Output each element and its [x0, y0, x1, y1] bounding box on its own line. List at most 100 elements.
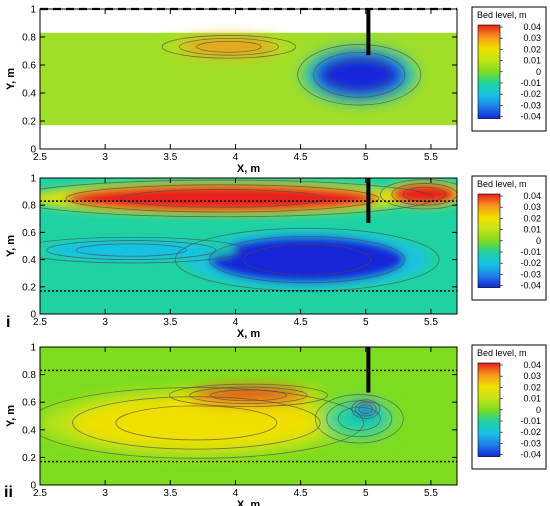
y-tick-label: 0.6 [22, 61, 36, 72]
contour-line [174, 227, 440, 292]
x-tick-label: 4.5 [294, 152, 308, 163]
legend-tick-label: 0.02 [523, 213, 541, 223]
contour-line [168, 383, 329, 407]
contour-line [297, 44, 422, 106]
y-tick-label: 0.4 [22, 425, 36, 436]
legend-tick-label: 0.04 [523, 22, 541, 32]
y-tick-label: 0.8 [22, 370, 36, 381]
legend-colorbar [477, 193, 501, 288]
legend: Bed level, m0.040.030.020.010-0.01-0.02-… [471, 6, 547, 132]
deposit-core [391, 183, 457, 206]
legend-tick-label: -0.03 [520, 438, 541, 448]
x-tick-label: 4 [233, 317, 239, 328]
x-tick-label: 5.5 [424, 488, 438, 499]
panel-3: 2.5 3 3.5 4 4.5 5 5.5 0 0.2 0.4 0.6 0.8 1 X, m Y, m ii B… [4, 343, 547, 506]
legend-colorbar [477, 362, 501, 457]
scour-core [46, 240, 216, 260]
contour-line [120, 189, 325, 208]
x-tick-label: 3.5 [163, 152, 177, 163]
contour-line [391, 183, 457, 206]
legend-title: Bed level, m [477, 10, 527, 20]
deposit-core [72, 396, 321, 450]
contour-line [179, 38, 279, 56]
scour-core [313, 52, 405, 98]
legend-title: Bed level, m [477, 179, 527, 189]
legend-tick-label: 0.03 [523, 371, 541, 381]
contour-line [40, 236, 246, 264]
deposit-core [66, 184, 379, 212]
contour-line [209, 389, 288, 402]
contour-line [40, 179, 434, 218]
contour-line [196, 40, 262, 53]
x-tick-label: 2.5 [33, 488, 47, 499]
x-tick-label: 3 [102, 152, 108, 163]
y-tick-label: 0.6 [22, 228, 36, 239]
legend-tick-label: 0 [536, 405, 541, 415]
y-tick-label: 0.2 [22, 282, 36, 293]
contour-line [72, 396, 321, 450]
contour-line [243, 244, 372, 276]
y-tick-label: 0 [30, 310, 36, 321]
legend-title: Bed level, m [477, 348, 527, 358]
y-tick-label: 1 [30, 174, 36, 185]
plot-area [40, 347, 457, 485]
y-tick-label: 0.8 [22, 201, 36, 212]
legend-tick-label: -0.04 [520, 281, 541, 291]
x-tick-label: 3.5 [163, 488, 177, 499]
plot-area [40, 178, 457, 314]
legend: Bed level, m0.040.030.020.010-0.01-0.02-… [471, 344, 547, 470]
legend-tick-label: -0.03 [520, 100, 541, 110]
y-tick-label: 0.2 [22, 453, 36, 464]
contour-line [75, 243, 187, 257]
contour-line [329, 59, 390, 90]
y-tick-label: 0.4 [22, 255, 36, 266]
x-tick-label: 4.5 [294, 488, 308, 499]
legend-tick-label: -0.01 [520, 247, 541, 257]
scour-core [355, 402, 377, 416]
y-tick-label: 0.4 [22, 89, 36, 100]
legend-tick-label: -0.01 [520, 416, 541, 426]
legend-tick-label: 0.01 [523, 56, 541, 66]
legend-tick-label: 0.03 [523, 202, 541, 212]
x-tick-label: 4.5 [294, 317, 308, 328]
contour-line [358, 404, 373, 414]
x-tick-label: 5.5 [424, 152, 438, 163]
x-tick-label: 4 [233, 488, 239, 499]
y-tick-label: 0.6 [22, 398, 36, 409]
legend-tick-label: -0.02 [520, 89, 541, 99]
contour-line [189, 386, 308, 404]
contour-line [46, 240, 217, 260]
legend-tick-label: 0.02 [523, 382, 541, 392]
panel-label: i [6, 314, 10, 331]
contour-line [354, 401, 377, 417]
contour-line [115, 405, 278, 441]
contour-line [380, 179, 457, 210]
x-axis-label: X, m [237, 499, 260, 506]
x-tick-label: 2.5 [33, 317, 47, 328]
x-tick-label: 3.5 [163, 317, 177, 328]
legend-tick-label: 0 [536, 236, 541, 246]
plot-area [40, 32, 457, 126]
legend-tick-label: -0.03 [520, 269, 541, 279]
scour-core [209, 236, 405, 283]
legend-tick-label: -0.04 [520, 450, 541, 460]
bed-features [40, 180, 457, 289]
y-tick-label: 1 [30, 5, 36, 16]
legend-tick-label: 0.04 [523, 191, 541, 201]
contour-line [161, 35, 297, 59]
legend-tick-label: -0.02 [520, 427, 541, 437]
legend-tick-label: 0.03 [523, 33, 541, 43]
plot-frame [39, 8, 458, 150]
x-tick-label: 2.5 [33, 152, 47, 163]
contour-lines [161, 35, 422, 106]
plot-frame [39, 177, 458, 315]
x-tick-label: 4 [233, 152, 239, 163]
bed-features [41, 384, 400, 456]
panel-label: ii [4, 484, 13, 501]
plot-frame [39, 346, 458, 486]
y-axis-label: Y, m [5, 68, 17, 90]
x-tick-label: 3 [102, 317, 108, 328]
legend-tick-label: -0.01 [520, 78, 541, 88]
deposit-core [179, 38, 279, 56]
